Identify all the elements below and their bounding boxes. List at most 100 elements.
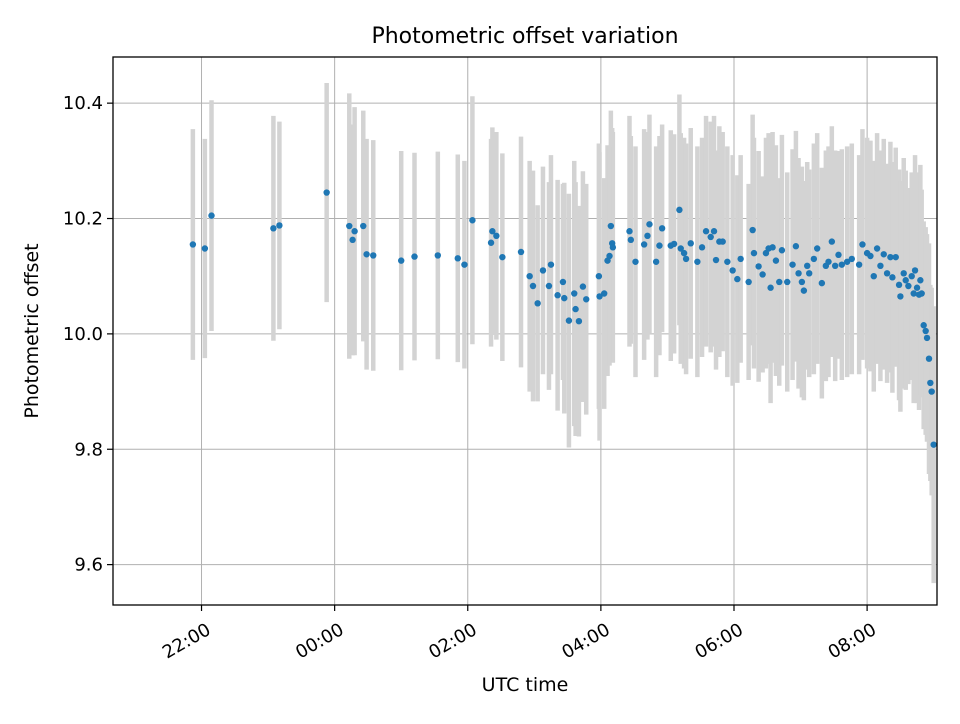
y-tick-label: 10.2 (63, 209, 103, 230)
data-point (656, 242, 663, 249)
data-point (640, 241, 648, 248)
data-point (694, 258, 701, 265)
data-point (676, 206, 683, 214)
data-point (595, 273, 603, 280)
data-point (917, 277, 924, 284)
plot-frame (112, 56, 938, 606)
data-point (682, 255, 690, 263)
data-point (795, 270, 802, 277)
data-point (855, 261, 863, 268)
data-point (729, 267, 736, 274)
data-point (873, 245, 881, 252)
data-point (276, 222, 283, 229)
data-point (702, 228, 710, 235)
data-point (843, 258, 851, 265)
data-point (461, 261, 468, 268)
data-point (831, 262, 839, 270)
data-point (792, 243, 800, 250)
data-point (517, 248, 525, 256)
data-point (928, 388, 935, 395)
data-point (930, 441, 937, 448)
data-point (579, 283, 587, 290)
data-point (828, 238, 836, 245)
data-point (838, 261, 846, 268)
data-point (575, 317, 583, 325)
data-point (559, 278, 567, 286)
data-point (800, 287, 808, 294)
data-point (806, 270, 813, 277)
data-point (360, 222, 367, 230)
data-point (877, 262, 884, 270)
data-point (499, 253, 506, 261)
data-point (900, 270, 907, 277)
data-point (835, 251, 842, 259)
data-point (759, 271, 766, 278)
data-point (680, 249, 688, 257)
data-point (707, 233, 714, 241)
data-point (189, 241, 197, 248)
data-point (596, 293, 603, 300)
y-tick-label: 10.4 (63, 93, 103, 114)
data-point (922, 327, 929, 335)
data-point (323, 189, 330, 196)
data-point (749, 226, 756, 234)
data-point (493, 232, 500, 240)
data-point (784, 278, 791, 286)
data-point (606, 252, 613, 260)
data-point (913, 284, 921, 291)
data-point (601, 290, 608, 297)
data-point (769, 244, 776, 251)
data-point (911, 267, 919, 274)
chart-title: Photometric offset variation (371, 24, 678, 49)
data-point (719, 238, 726, 245)
data-point (677, 245, 684, 252)
data-point (902, 277, 909, 284)
data-point (652, 258, 660, 265)
data-point (767, 284, 774, 291)
data-point (565, 317, 573, 324)
data-point (526, 273, 533, 280)
data-point (534, 300, 541, 307)
data-point (646, 221, 653, 228)
data-point (897, 293, 904, 300)
y-axis-ticks: 9.6 9.8 10.0 10.2 10.4 (63, 93, 113, 576)
y-tick-label: 9.6 (74, 555, 103, 576)
data-point (734, 275, 741, 283)
data-point (772, 257, 780, 264)
data-point (892, 253, 899, 261)
data-point (434, 252, 442, 259)
data-point (644, 232, 651, 240)
data-point (813, 245, 821, 252)
data-point (698, 244, 706, 251)
data-point (755, 263, 762, 270)
data-point (539, 267, 547, 274)
data-point (923, 334, 931, 342)
data-point (905, 282, 912, 290)
data-point (710, 228, 718, 235)
data-point (804, 262, 811, 270)
data-point (632, 258, 639, 265)
data-point (810, 255, 818, 263)
data-point (745, 278, 752, 286)
data-point (908, 273, 915, 280)
data-point (712, 256, 720, 264)
data-point (778, 247, 786, 254)
data-point (487, 239, 495, 246)
data-point (737, 255, 744, 263)
data-point (626, 228, 633, 235)
data-point (349, 236, 356, 244)
data-point (724, 258, 731, 265)
data-point (529, 282, 537, 290)
data-point (370, 252, 377, 259)
data-point (398, 257, 405, 264)
data-point (561, 294, 568, 302)
data-point (887, 253, 894, 261)
data-points (189, 189, 937, 448)
data-point (848, 255, 856, 263)
data-point (351, 228, 358, 235)
data-point (609, 244, 617, 251)
data-point (627, 236, 635, 244)
data-point (750, 249, 758, 257)
data-point (889, 274, 896, 281)
